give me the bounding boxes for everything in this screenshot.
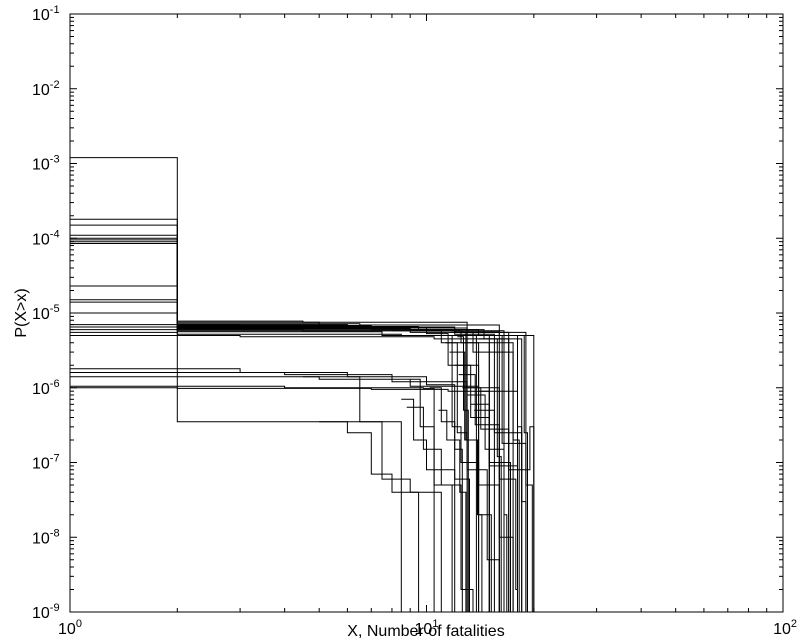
series-line-7 — [70, 241, 480, 612]
y-tick-label-4-exponent: -5 — [50, 303, 60, 315]
y-tick-label-8-base: 10 — [32, 7, 50, 24]
series-line-23 — [302, 376, 442, 612]
y-tick-label-4-base: 10 — [32, 306, 50, 323]
series-line-26 — [406, 406, 474, 612]
series-line-17 — [70, 335, 510, 612]
y-tick-label-6: 10-3 — [32, 154, 60, 174]
y-tick-label-6-base: 10 — [32, 157, 50, 174]
series-line-31 — [458, 374, 518, 612]
series-line-24 — [319, 421, 420, 612]
x-tick-label-2-exponent: 2 — [791, 618, 797, 630]
y-tick-label-3-exponent: -6 — [50, 378, 60, 390]
y-tick-label-2-base: 10 — [32, 456, 50, 473]
y-tick-label-8-exponent: -1 — [50, 4, 60, 16]
series-line-39 — [489, 342, 520, 612]
y-tick-label-3-base: 10 — [32, 381, 50, 398]
series-line-1 — [70, 157, 402, 612]
series-line-11 — [70, 301, 523, 612]
series-line-10 — [70, 299, 535, 612]
x-tick-label-0: 100 — [58, 618, 82, 638]
series-line-30 — [454, 364, 523, 612]
series-line-34 — [470, 403, 514, 612]
y-tick-label-2-exponent: -7 — [50, 453, 60, 465]
y-tick-label-0: 10-9 — [32, 602, 60, 622]
series-line-41 — [457, 336, 469, 612]
series-line-2 — [70, 218, 510, 612]
y-tick-label-5-base: 10 — [32, 231, 50, 248]
x-axis-label: X, Number of fatalities — [347, 623, 504, 640]
x-tick-label-1: 101 — [415, 618, 439, 638]
y-tick-label-1-base: 10 — [32, 530, 50, 547]
y-axis-label: P(X>x) — [13, 288, 30, 337]
series-line-35 — [474, 409, 527, 612]
series-layer — [70, 157, 535, 612]
series-line-5 — [70, 237, 490, 612]
series-line-28 — [445, 342, 500, 612]
series-line-42 — [429, 387, 463, 612]
y-tick-label-7: 10-2 — [32, 79, 60, 99]
series-line-4 — [70, 234, 518, 612]
y-tick-label-0-exponent: -9 — [50, 602, 60, 614]
series-line-25 — [401, 398, 470, 612]
series-line-19 — [70, 372, 500, 612]
y-tick-label-3: 10-6 — [32, 378, 60, 398]
series-line-9 — [70, 285, 527, 612]
series-line-44 — [410, 378, 453, 612]
series-line-13 — [70, 324, 505, 612]
x-tick-label-0-base: 10 — [58, 621, 76, 638]
y-tick-label-0-base: 10 — [32, 605, 50, 622]
y-tick-label-8: 10-1 — [32, 4, 60, 24]
x-tick-label-2-base: 10 — [773, 621, 791, 638]
series-line-33 — [467, 394, 508, 612]
series-line-20 — [70, 376, 518, 612]
series-line-8 — [70, 243, 490, 612]
series-line-22 — [70, 385, 435, 612]
series-line-36 — [450, 331, 483, 612]
x-tick-label-1-exponent: 1 — [432, 618, 438, 630]
series-line-14 — [70, 326, 480, 612]
series-line-18 — [70, 368, 456, 612]
series-line-16 — [70, 331, 477, 612]
y-tick-label-5: 10-4 — [32, 228, 60, 248]
series-line-32 — [462, 387, 535, 612]
series-line-15 — [70, 329, 495, 612]
x-tick-label-0-exponent: 0 — [76, 618, 82, 630]
series-line-12 — [70, 312, 468, 612]
y-tick-label-7-base: 10 — [32, 82, 50, 99]
series-line-37 — [478, 338, 502, 612]
series-line-3 — [70, 224, 500, 612]
y-tick-label-7-exponent: -2 — [50, 79, 60, 91]
y-tick-label-1: 10-8 — [32, 527, 60, 547]
y-tick-label-2: 10-7 — [32, 453, 60, 473]
x-tick-label-1-base: 10 — [415, 621, 433, 638]
y-tick-label-1-exponent: -8 — [50, 527, 60, 539]
y-tick-label-5-exponent: -4 — [50, 228, 60, 240]
series-line-40 — [499, 335, 528, 612]
y-tick-label-4: 10-5 — [32, 303, 60, 323]
series-line-43 — [438, 409, 467, 612]
x-tick-label-2: 102 — [773, 618, 797, 638]
y-tick-label-6-exponent: -3 — [50, 154, 60, 166]
